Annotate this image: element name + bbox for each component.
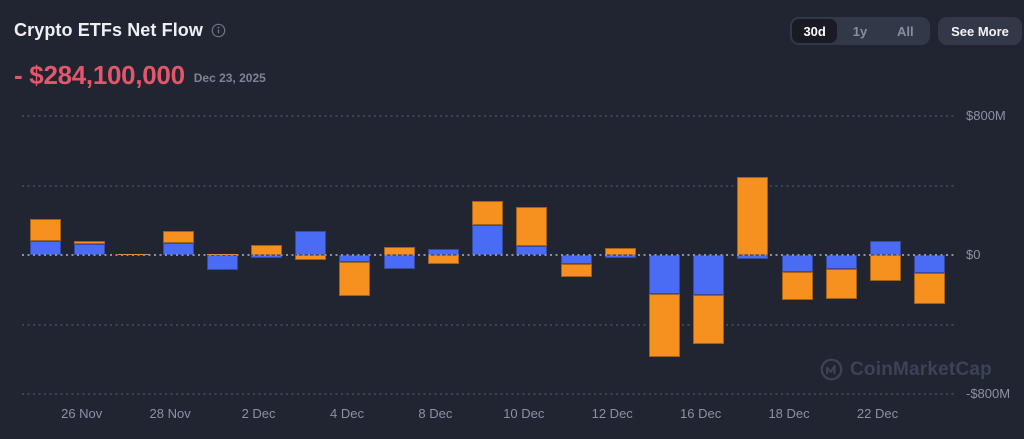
bar-segment-23-Dec-orange-flow[interactable] [914,272,946,305]
bar-segment-3-Dec-blue-flow[interactable] [295,231,327,255]
bar-segment-11-Dec-orange-flow[interactable] [560,263,592,278]
bar-segment-16-Dec-blue-flow[interactable] [693,255,725,296]
bar-segment-15-Dec-orange-flow[interactable] [648,294,680,357]
bar-segment-28-Nov-orange-flow[interactable] [162,231,194,244]
timeframe-30d-button[interactable]: 30d [792,19,838,43]
net-flow-readout: - $284,100,000 Dec 23, 2025 [14,60,266,91]
timeframe-switcher: 30d 1y All [790,17,930,45]
x-axis-label: 10 Dec [503,406,545,421]
bar-segment-9-Dec-blue-flow[interactable] [472,225,504,255]
timeframe-1y-button[interactable]: 1y [852,23,868,39]
bar-segment-26-Nov-orange-flow[interactable] [74,240,106,245]
bar-segment-22-Dec-orange-flow[interactable] [869,255,901,282]
gridline [22,115,954,117]
chart-header: Crypto ETFs Net Flow [14,20,226,41]
bar-segment-23-Dec-blue-flow[interactable] [914,255,946,273]
x-axis-label: 4 Dec [329,406,364,421]
x-axis-label: 28 Nov [149,406,191,421]
bar-segment-22-Dec-blue-flow[interactable] [869,240,901,255]
bar-segment-17-Dec-orange-flow[interactable] [737,176,769,255]
bar-segment-15-Dec-blue-flow[interactable] [648,255,680,295]
bar-segment-5-Dec-blue-flow[interactable] [383,255,415,270]
net-flow-value: - $284,100,000 [14,60,185,90]
x-axis-label: 2 Dec [241,406,276,421]
y-axis-label: $800M [966,108,1006,123]
bar-segment-18-Dec-orange-flow[interactable] [781,272,813,300]
x-axis-label: 16 Dec [680,406,722,421]
bar-segment-9-Dec-orange-flow[interactable] [472,200,504,226]
x-axis-label: 22 Dec [856,406,899,421]
info-icon[interactable] [211,23,226,38]
bar-segment-18-Dec-blue-flow[interactable] [781,255,813,273]
bar-segment-25-Nov-blue-flow[interactable] [30,241,61,255]
bar-segment-10-Dec-orange-flow[interactable] [516,207,548,246]
see-more-button[interactable]: See More [938,17,1022,45]
watermark-brand-text: CoinMarketCap [850,358,992,380]
bar-segment-16-Dec-orange-flow[interactable] [693,295,725,344]
bar-segment-11-Dec-blue-flow[interactable] [560,255,592,264]
watermark: CoinMarketCap [820,358,992,381]
bar-segment-25-Nov-orange-flow[interactable] [30,219,61,242]
gridline [22,393,954,395]
x-axis-label: 8 Dec [418,406,453,421]
timeframe-all-button[interactable]: All [897,23,914,39]
net-flow-date: Dec 23, 2025 [193,71,266,85]
y-axis-label: -$800M [966,386,1011,401]
gridline [22,323,954,326]
x-axis-label: 26 Nov [61,406,103,421]
bar-segment-4-Dec-orange-flow[interactable] [339,261,371,297]
y-axis-label: $0 [966,247,981,262]
bar-segment-19-Dec-orange-flow[interactable] [825,269,857,299]
bar-segment-8-Dec-orange-flow[interactable] [427,255,459,265]
bar-segment-4-Dec-blue-flow[interactable] [339,255,371,262]
x-axis-label: 12 Dec [591,406,633,421]
bar-segment-19-Dec-blue-flow[interactable] [825,255,857,270]
coinmarketcap-logo-icon [820,358,843,381]
x-axis-label: 18 Dec [768,406,810,421]
gridline [22,184,954,187]
bar-segment-1-Dec-blue-flow[interactable] [206,255,238,271]
page-title: Crypto ETFs Net Flow [14,20,204,40]
zero-axis-line [22,254,954,256]
